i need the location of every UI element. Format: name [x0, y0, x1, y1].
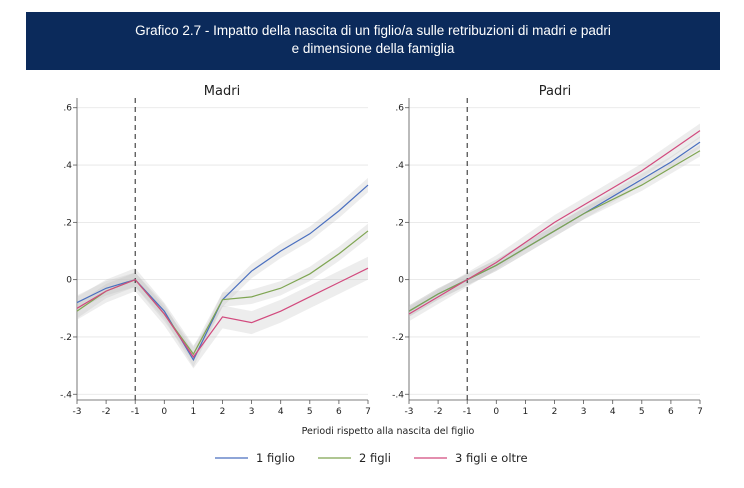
header-title-line2: e dimensione della famiglia — [291, 41, 455, 56]
panel-title: Madri — [204, 84, 240, 99]
x-tick-label: 6 — [668, 407, 674, 417]
y-tick-label: -.4 — [60, 390, 72, 400]
panel-madri: Madri .6 .4 .2 0 -.2 -.4-3 -2 -1 0 1 2 3 4 5 6 7 — [60, 84, 371, 417]
x-tick-label: 7 — [365, 407, 371, 417]
x-tick-label: 5 — [307, 407, 313, 417]
x-tick-label: 4 — [278, 407, 284, 417]
x-tick-label: 0 — [161, 407, 167, 417]
y-tick-label: .4 — [63, 161, 72, 171]
panel-padri: Padri .6 .4 .2 0 -.2 -.4-3 -2 -1 0 1 2 3 4 5 6 7 — [392, 84, 703, 417]
ci-band-2 — [77, 223, 368, 362]
x-tick-label: -1 — [463, 407, 472, 417]
x-axis-label: Periodi rispetto alla nascita del figlio — [302, 426, 475, 437]
x-tick-label: 6 — [336, 407, 342, 417]
y-tick-label: .4 — [395, 161, 404, 171]
y-tick-label: .2 — [63, 218, 72, 228]
x-tick-label: -3 — [405, 407, 414, 417]
x-tick-label: 1 — [523, 407, 529, 417]
y-tick-label: -.4 — [392, 390, 404, 400]
ci-band-1 — [409, 136, 700, 317]
y-tick-label: 0 — [66, 276, 72, 286]
ci-band-1 — [77, 177, 368, 368]
x-tick-label: 5 — [639, 407, 645, 417]
header-title-line1: Grafico 2.7 - Impatto della nascita di u… — [135, 23, 611, 38]
y-tick-label: .6 — [63, 104, 72, 114]
x-tick-label: 1 — [191, 407, 197, 417]
x-tick-label: 3 — [249, 407, 255, 417]
legend-label-3: 3 figli e oltre — [455, 451, 528, 465]
chart-header: Grafico 2.7 - Impatto della nascita di u… — [26, 12, 720, 70]
x-tick-label: -2 — [434, 407, 443, 417]
ci-band-3 — [77, 256, 368, 369]
x-tick-label: 0 — [493, 407, 499, 417]
x-tick-label: -3 — [73, 407, 82, 417]
series-line-2 — [408, 150, 701, 312]
y-tick-label: 0 — [398, 276, 404, 286]
y-tick-label: .6 — [395, 104, 404, 114]
x-tick-label: 4 — [610, 407, 616, 417]
x-tick-label: 2 — [220, 407, 226, 417]
y-tick-label: -.2 — [392, 333, 404, 343]
x-tick-label: -2 — [102, 407, 111, 417]
series-line-1 — [76, 184, 369, 362]
x-tick-label: 2 — [552, 407, 558, 417]
x-tick-label: 3 — [581, 407, 587, 417]
legend-label-1: 1 figlio — [256, 451, 295, 465]
y-tick-label: .2 — [395, 218, 404, 228]
series-line-3 — [408, 130, 701, 315]
x-tick-label: 7 — [697, 407, 703, 417]
y-tick-label: -.2 — [60, 333, 72, 343]
panel-title: Padri — [539, 84, 571, 99]
legend-label-2: 2 figli — [359, 451, 391, 465]
x-tick-label: -1 — [131, 407, 140, 417]
series-line-3 — [76, 267, 369, 359]
